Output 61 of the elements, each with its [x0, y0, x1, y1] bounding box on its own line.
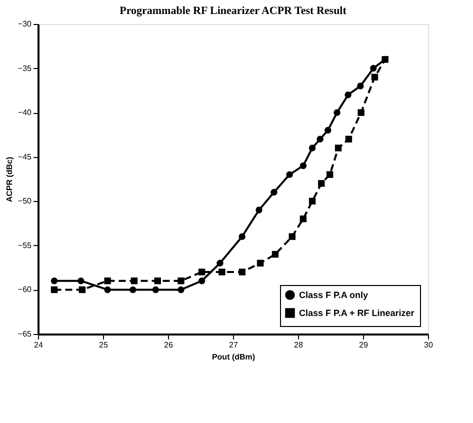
point: [130, 278, 138, 284]
point: [345, 136, 352, 142]
point: [288, 233, 296, 240]
x-tick-label: 28: [294, 340, 304, 350]
point: [308, 198, 316, 204]
point: [334, 144, 342, 152]
point: [300, 162, 307, 170]
legend-label: Class F P.A only: [299, 290, 368, 300]
x-tick-label: 24: [34, 340, 44, 350]
y-tick-label: −40: [18, 108, 32, 118]
point: [270, 188, 278, 196]
point: [326, 171, 334, 178]
x-tick-label: 29: [359, 340, 368, 350]
point: [316, 136, 324, 142]
point: [152, 286, 160, 294]
point: [358, 109, 364, 116]
x-tick-label: 26: [164, 340, 174, 350]
y-tick-label: −50: [18, 196, 32, 206]
point: [300, 216, 307, 222]
point: [198, 268, 206, 276]
point: [272, 250, 279, 258]
y-tick-label: −65: [18, 330, 32, 338]
point: [382, 56, 388, 63]
y-tick-label: −35: [18, 64, 32, 73]
point: [216, 260, 224, 266]
point: [104, 286, 111, 294]
y-tick-label: −45: [18, 152, 32, 162]
point: [286, 171, 293, 178]
point: [50, 286, 58, 294]
x-axis-title: Pout (dBm): [212, 352, 256, 362]
point: [238, 233, 246, 240]
point: [324, 126, 332, 134]
point: [334, 109, 340, 116]
x-tick-label: 27: [229, 340, 238, 350]
point: [218, 268, 226, 276]
point: [104, 278, 111, 284]
point: [78, 278, 84, 284]
point: [256, 206, 262, 214]
x-tick-label: 30: [424, 340, 434, 350]
point: [178, 278, 184, 284]
legend-label: Class F P.A + RF Linearizer: [299, 308, 415, 318]
point: [256, 260, 264, 266]
y-tick-label: −30: [18, 20, 32, 28]
point: [50, 278, 58, 284]
point: [318, 180, 325, 187]
point: [154, 278, 161, 284]
y-axis-title: ACPR (dBc): [4, 156, 14, 202]
point: [130, 286, 136, 294]
point: [371, 74, 378, 80]
point: [178, 286, 184, 294]
point: [357, 82, 364, 90]
y-tick-label: −60: [18, 285, 32, 294]
y-tick-label: −55: [18, 240, 32, 250]
point: [308, 144, 316, 152]
point: [370, 64, 377, 72]
point: [344, 92, 352, 98]
point: [198, 278, 206, 284]
point: [238, 268, 246, 276]
x-tick-label: 25: [99, 340, 108, 350]
point: [78, 286, 86, 294]
chart-title: Programmable RF Linearizer ACPR Test Result: [120, 5, 347, 17]
